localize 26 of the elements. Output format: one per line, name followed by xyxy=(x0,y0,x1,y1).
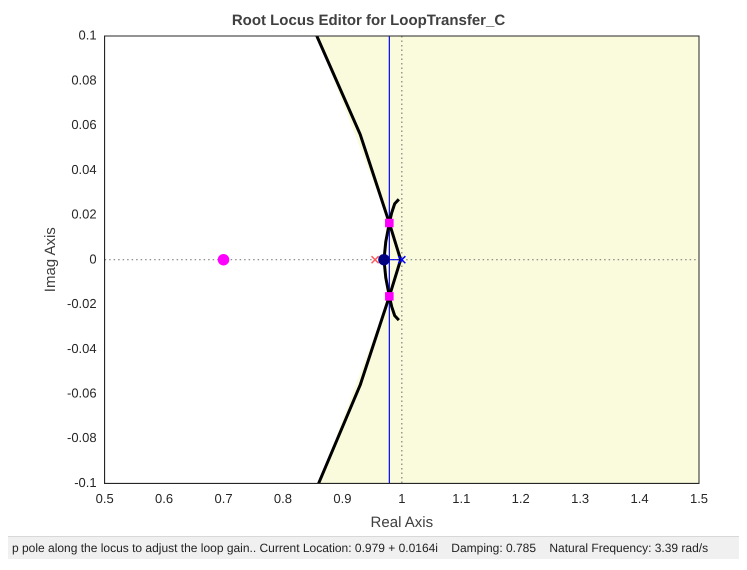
chart-title: Root Locus Editor for LoopTransfer_C xyxy=(232,12,506,30)
y-tick-label: -0.1 xyxy=(74,474,97,490)
x-tick-label: 0.8 xyxy=(274,490,292,506)
y-tick-label: 0.04 xyxy=(71,162,97,177)
y-tick-label: -0.06 xyxy=(66,386,97,400)
y-tick-label: -0.08 xyxy=(66,430,97,446)
y-tick-label: 0.1 xyxy=(78,28,97,43)
y-axis-title: Imag Axis xyxy=(42,227,60,292)
x-tick-label: 0.5 xyxy=(96,490,114,506)
x-tick-label: 0.9 xyxy=(333,490,352,506)
x-tick-label: 1.5 xyxy=(690,490,708,506)
y-tick-label: 0.02 xyxy=(71,206,97,222)
y-tick-label: 0 xyxy=(89,251,97,266)
y-tick-label: -0.02 xyxy=(66,296,97,312)
x-tick-label: 1.1 xyxy=(452,490,470,506)
y-tick-label: -0.04 xyxy=(66,340,97,356)
x-axis-title: Real Axis xyxy=(370,514,434,532)
x-tick-label: 1.3 xyxy=(571,490,590,506)
x-tick-label: 1 xyxy=(398,490,406,506)
x-tick-label: 1.2 xyxy=(512,490,530,506)
y-tick-label: 0.06 xyxy=(71,117,97,132)
y-tick-label: 0.08 xyxy=(71,72,97,88)
x-tick-label: 1.4 xyxy=(630,490,649,506)
text: p pole along the locus to adjust the loop gain.. Current Location: 0.979 + 0.0164i Damping: 0.785 Natural Frequency: 3.39 rad/s xyxy=(8,536,739,559)
x-tick-label: 0.6 xyxy=(155,490,174,506)
x-tick-label: 0.7 xyxy=(214,490,233,506)
